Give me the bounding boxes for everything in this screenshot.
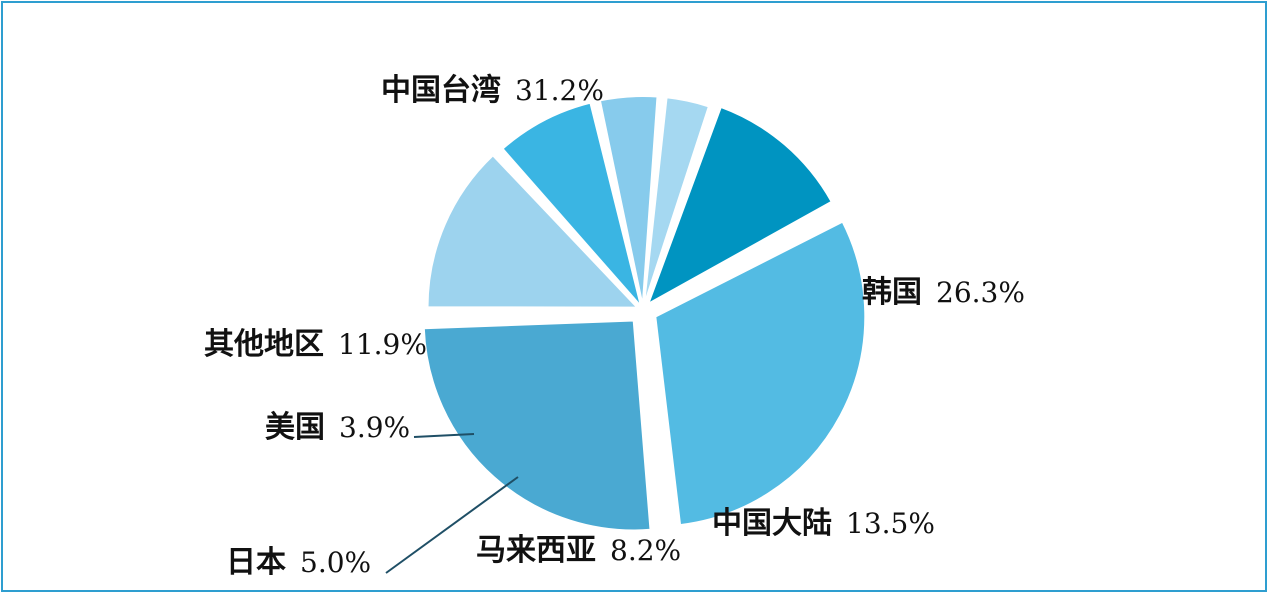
slice-label-name: 马来西亚 — [476, 533, 596, 568]
leader-line-6 — [413, 433, 475, 438]
pie-slice-1 — [654, 220, 867, 527]
slice-label-value: 11.9% — [338, 328, 427, 361]
slice-label-value: 26.3% — [936, 276, 1025, 309]
slice-label-5: 日本 5.0% — [226, 545, 371, 580]
slice-label-name: 美国 — [265, 410, 325, 445]
leader-lines — [385, 433, 519, 574]
pie-slice-7 — [646, 105, 834, 307]
slice-label-name: 中国大陆 — [712, 506, 832, 541]
pie-slice-4 — [501, 101, 643, 308]
pie-slice-6 — [642, 96, 711, 307]
pie-slice-3 — [426, 153, 640, 309]
leader-line-5 — [385, 476, 519, 574]
slice-label-name: 其他地区 — [204, 327, 324, 362]
slice-label-1: 中国台湾 31.2% — [381, 73, 604, 108]
slice-label-value: 31.2% — [515, 74, 604, 107]
slice-labels: 中国台湾 31.2% 韩国 26.3% 中国大陆 13.5% 马来西亚 8.2% 日本 5.0% 美… — [204, 73, 1025, 580]
slice-label-value: 8.2% — [610, 534, 681, 567]
slice-label-name: 日本 — [226, 545, 286, 580]
slice-label-4: 马来西亚 8.2% — [476, 533, 681, 568]
slice-label-6: 美国 3.9% — [265, 410, 410, 445]
pie-slice-2 — [422, 319, 652, 532]
slice-label-name: 中国台湾 — [381, 73, 501, 108]
pie-slices — [422, 95, 867, 532]
slice-label-7: 其他地区 11.9% — [204, 327, 427, 362]
slice-label-value: 5.0% — [300, 546, 371, 579]
slice-label-value: 13.5% — [846, 507, 935, 540]
slice-label-name: 韩国 — [862, 275, 922, 310]
slice-label-2: 韩国 26.3% — [862, 275, 1025, 310]
pie-slice-5 — [598, 95, 659, 307]
slice-label-value: 3.9% — [339, 411, 410, 444]
slice-label-3: 中国大陆 13.5% — [712, 506, 935, 541]
